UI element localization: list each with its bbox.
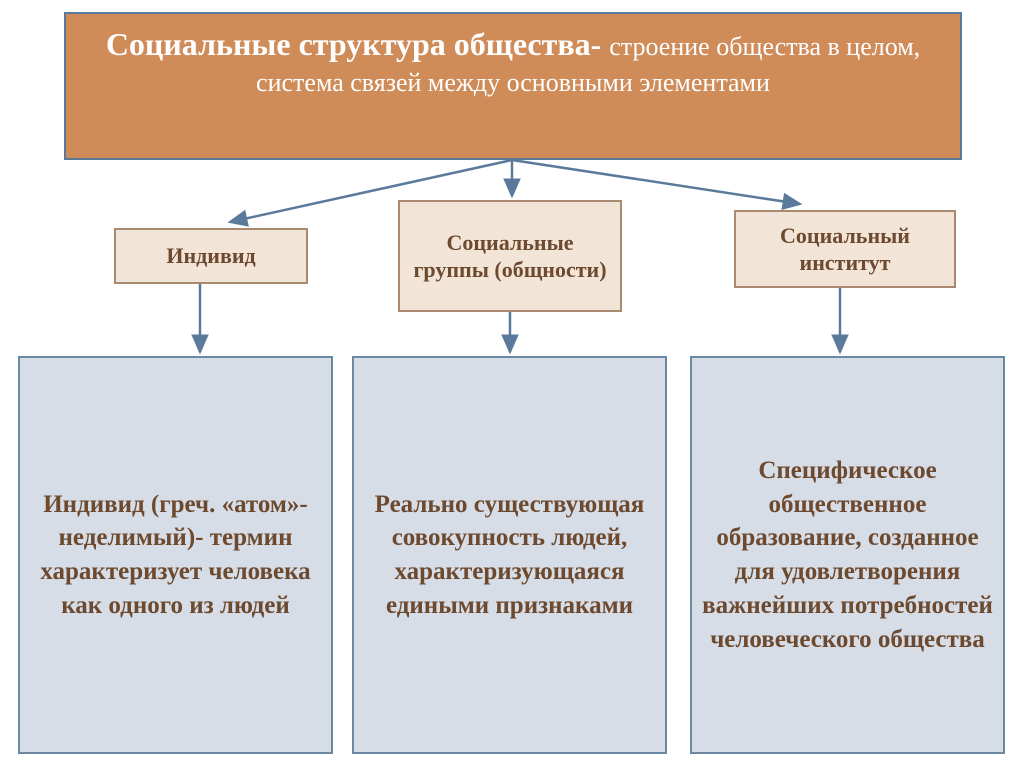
label-text-individ: Индивид [166, 242, 255, 270]
desc-box-groups: Реально существующая совокупность людей,… [352, 356, 667, 754]
label-box-individ: Индивид [114, 228, 308, 284]
desc-box-individ: Индивид (греч. «атом»- неделимый)- терми… [18, 356, 333, 754]
header-title-main: Социальные структура общества- [106, 26, 609, 62]
desc-box-institute: Специфическое общественное образование, … [690, 356, 1005, 754]
label-box-institute: Социальный институт [734, 210, 956, 288]
desc-text-institute: Специфическое общественное образование, … [702, 454, 993, 657]
label-box-groups: Социальные группы (общности) [398, 200, 622, 312]
desc-text-groups: Реально существующая совокупность людей,… [364, 488, 655, 623]
header-box: Социальные структура общества- строение … [64, 12, 962, 160]
desc-text-individ: Индивид (греч. «атом»- неделимый)- терми… [30, 488, 321, 623]
label-text-groups: Социальные группы (общности) [410, 229, 610, 284]
label-text-institute: Социальный институт [746, 222, 944, 277]
